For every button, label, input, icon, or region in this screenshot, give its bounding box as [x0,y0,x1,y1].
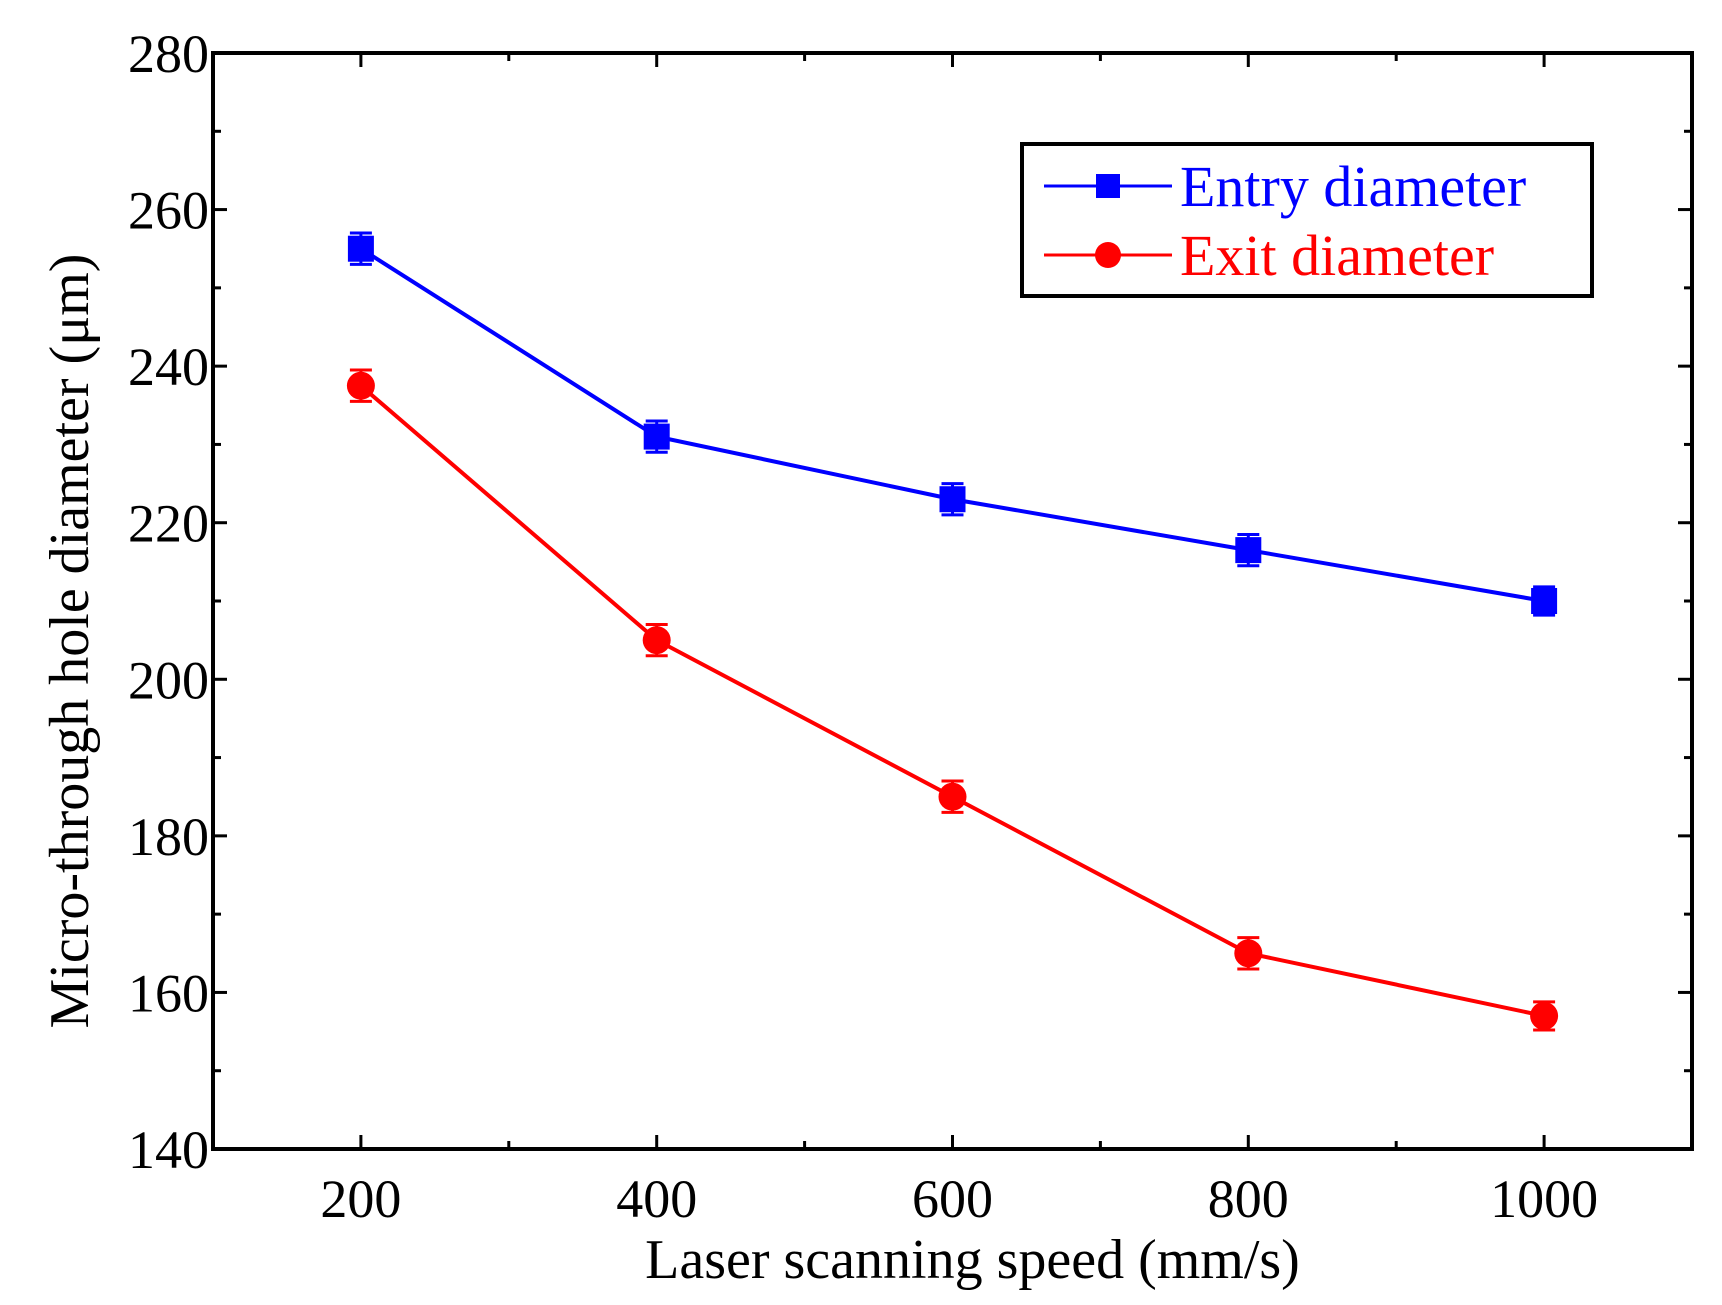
legend: Entry diameter Exit diameter [1020,142,1594,298]
data-point-circle [642,626,671,655]
series-line [359,384,1545,1018]
x-tick-label: 400 [616,1169,697,1229]
data-point-circle [1530,1001,1559,1030]
x-tick-label: 200 [320,1169,401,1229]
data-point-square [1531,588,1558,614]
legend-marker-circle [1095,242,1121,268]
x-tick-label: 1000 [1490,1169,1598,1229]
x-tick-label: 800 [1208,1169,1289,1229]
y-axis-title: Micro-through hole diameter (μm) [39,254,101,1029]
legend-entry-exit: Exit diameter [1044,223,1494,288]
series-line [359,247,1545,603]
y-tick-label: 220 [128,494,209,554]
data-point-circle [938,782,967,811]
data-point-square [1235,537,1262,564]
data-point-circle [1234,939,1263,968]
data-point-circle [346,371,375,400]
y-tick-label: 280 [128,24,209,84]
tick-labels: 200 400 600 800 1000 140 160 180 200 220 240 260 280 [128,24,1598,1229]
data-point-square [643,423,670,450]
series-exit [346,368,1559,1032]
legend-label-exit: Exit diameter [1180,223,1494,288]
data-point-square [939,486,966,513]
legend-marker-square [1096,174,1120,198]
x-tick-label: 600 [912,1169,993,1229]
plot-area-frame [211,51,1694,1151]
legend-label-entry: Entry diameter [1180,154,1526,219]
legend-entry-entry: Entry diameter [1044,154,1526,219]
y-tick-label: 160 [128,963,209,1023]
data-point-square [347,235,374,262]
y-tick-label: 200 [128,650,209,710]
series-layer [346,231,1559,1032]
y-tick-label: 240 [128,337,209,397]
y-tick-label: 180 [128,807,209,867]
x-axis-title: Laser scanning speed (mm/s) [645,1229,1300,1291]
series-entry [347,231,1558,617]
y-tick-label: 260 [128,181,209,241]
y-tick-label: 140 [128,1120,209,1180]
legend-frame [1020,142,1594,298]
